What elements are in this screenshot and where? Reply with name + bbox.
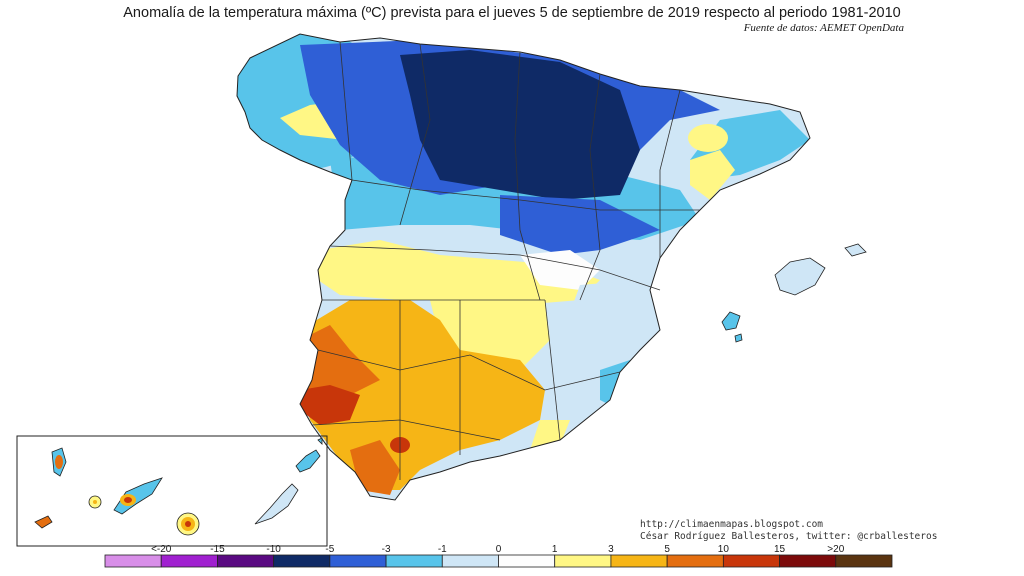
balearic-islands [721, 243, 867, 343]
fuerteventura [254, 483, 299, 525]
legend-box [441, 554, 499, 568]
la-gomera [88, 495, 102, 509]
canary-islands-inset [16, 435, 328, 547]
legend-label: 5 [664, 544, 670, 555]
mainland-outline [236, 33, 811, 501]
legend-box [779, 554, 837, 568]
menorca [844, 243, 867, 257]
legend-label: -3 [382, 544, 391, 555]
legend-box [104, 554, 162, 568]
legend-label: -5 [325, 544, 334, 555]
legend-label: 0 [496, 544, 502, 555]
ibiza [721, 311, 741, 331]
la-palma [51, 447, 67, 477]
blog-url: http://climaenmapas.blogspot.com [640, 519, 824, 530]
legend-label: -15 [210, 544, 225, 555]
legend-box [217, 554, 275, 568]
legend-labels: <-20 -15 -10 -5 -3 -1 0 1 3 5 10 15 >20 [151, 544, 845, 555]
legend-box [329, 554, 387, 568]
legend-label: -10 [266, 544, 281, 555]
canary-islands [34, 437, 323, 536]
formentera [734, 333, 743, 343]
mainland [237, 34, 810, 500]
legend-box [666, 554, 724, 568]
gran-canaria [176, 512, 200, 536]
legend-boxes [104, 554, 893, 568]
map-title: Anomalía de la temperatura máxima (ºC) p… [123, 5, 901, 21]
legend-box [610, 554, 668, 568]
lanzarote [295, 437, 323, 473]
data-source: Fuente de datos: AEMET OpenData [743, 22, 904, 34]
legend-box [835, 554, 893, 568]
el-hierro [34, 515, 53, 529]
legend-box [160, 554, 218, 568]
province-borders [311, 41, 700, 480]
author-credit: César Rodríguez Ballesteros, twitter: @c… [640, 531, 938, 542]
legend-box [273, 554, 331, 568]
tenerife [113, 477, 163, 515]
mallorca [774, 257, 826, 296]
legend-label: <-20 [151, 544, 172, 555]
legend-box [722, 554, 780, 568]
legend-label: 1 [552, 544, 558, 555]
legend-label: >20 [827, 544, 844, 555]
legend-label: 15 [774, 544, 786, 555]
legend-label: 10 [718, 544, 730, 555]
legend-label: 3 [608, 544, 614, 555]
legend-box [554, 554, 612, 568]
legend-label: -1 [438, 544, 447, 555]
legend-box [498, 554, 556, 568]
legend-box [385, 554, 443, 568]
